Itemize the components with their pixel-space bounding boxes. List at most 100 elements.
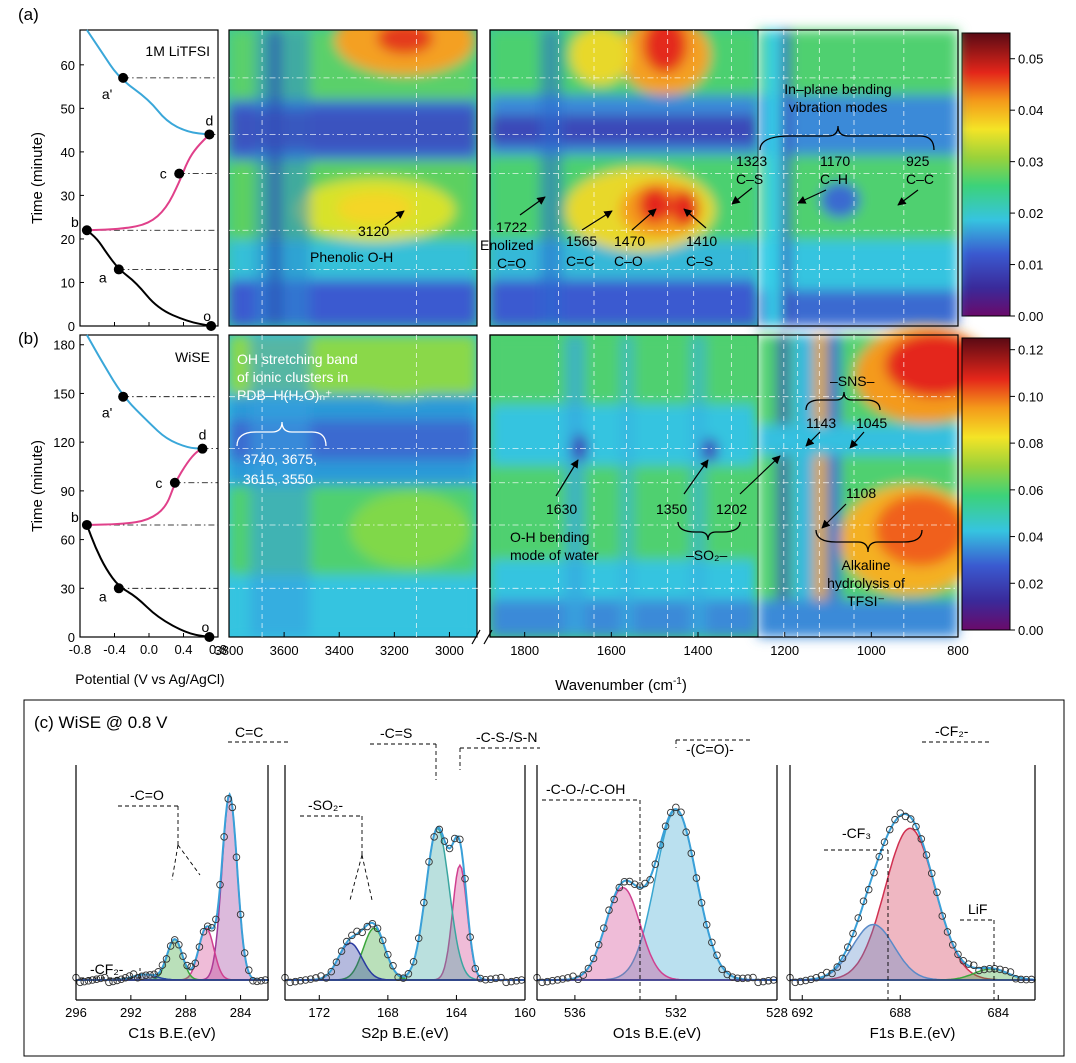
heatmap-xtick-label: 1000 [857,643,886,658]
gcd-a-plot: 0 10 20 30 40 50 60 o a b c d a' [61,29,219,334]
gcd-a-condition-label: 1M LiTFSI [145,43,210,59]
xps-o1s-data-point [764,977,773,985]
xps-f1s-data-point [796,977,805,986]
xps-s2p-data-point [440,837,449,845]
xps-s2p-data-point [368,919,377,928]
heatmap-xtick-label: 3600 [270,643,299,658]
xps-f1s-data-point [802,976,810,985]
xps-s2p-peak [285,863,525,981]
xps-ann-s2p-so2-leader [349,854,363,901]
xps-s2p-data-point [466,933,474,941]
ann-oh-4: 3740, 3675, [243,451,317,467]
xps-o1s-data-point [754,978,762,987]
xps-s2p-data-point [317,972,325,980]
ann-1565-num: 1565 [566,233,597,249]
xps-f1s-data-point [975,966,983,975]
xps-c1s-data-point [249,977,257,985]
xps-c1s-data-point [224,795,232,803]
xps-ann-f1s-cf2: -CF₂- [935,723,969,739]
xps-s2p-data-point [394,973,402,982]
ann-enol-2: C=O [497,255,526,271]
xps-s2p-data-point [353,927,361,936]
xps-s2p-data-point [404,970,413,978]
xps-f1s-data-point [838,954,847,963]
xps-ann-s2p-so2-leader [361,854,373,901]
gcd-b-series-discharge-1 [85,524,210,638]
xps-o1s-data-point [651,860,660,868]
ann-1170-text: C–H [820,171,848,187]
xps-s2p-data-point [502,978,510,987]
ann-alk-2: hydrolysis of [827,575,905,591]
ann-alk-brace [815,529,923,553]
heatmap-b-ext-spot [875,494,965,566]
heatmap-axis-break [483,629,493,645]
xps-xtick-label: 528 [766,1005,788,1020]
gcd-a-point-o [206,321,217,331]
heatmap-b-ext-band [758,600,958,637]
xps-s2p: 172 168 164 160 S2p B.E.(eV) [281,765,536,1042]
xps-s2p-data-point [306,975,315,983]
xps-c1s-data-point [150,970,158,978]
heatmap-a-ext-band [758,95,958,155]
ann-sns: –SNS– [830,373,875,389]
xps-ann-c1s-co: -C=O [130,787,164,803]
heatmap-xtick-label: 3200 [380,643,409,658]
xps-o1s-data-point [759,977,768,986]
xps-o1s-data-point [641,879,649,888]
gcd-a-ytick-label: 20 [61,232,75,247]
ann-1630-num: 1630 [546,501,577,517]
cbarB-tick-label: 0.04 [1018,530,1043,545]
xps-f1s-data-point [849,929,857,938]
heatmap-xtick-label: 3800 [215,643,244,658]
heatmap-a-ext-band [758,290,958,326]
heatmap-a-right-frame [489,29,959,327]
xps-xtick-label: 160 [514,1005,536,1020]
gcd-b-point-d [197,443,208,454]
ann-1202-num: 1202 [716,501,747,517]
xps-s2p-data-point [348,931,356,940]
xps-o1s-data-point [579,971,588,979]
heatmap-b-ext-stripe [828,335,840,637]
xps-f1s-data-point [912,822,920,831]
xps-f1s-data-point [875,852,884,861]
xps-c1s-data-point [125,972,134,980]
ann-1350-num: 1350 [656,501,687,517]
xps-f1s-data-point [791,978,800,987]
xps-c1s-data-point [117,975,126,984]
xps-s2p-data-point [507,977,516,986]
gcd-a-series-charge [86,133,211,232]
heatmap-a-ext-stripe [782,30,790,326]
gcd-a-point-label-b: b [71,214,79,230]
xps-c1s-data-point [138,972,146,980]
xps-c1s-data-point [166,942,175,950]
xps-c1s-data-point [257,977,265,985]
xps-f1s-data-point [833,963,842,971]
heatmap-a-ext-spot [820,182,860,218]
heatmap-b [228,334,759,638]
xps-o1s-data-point [697,899,706,907]
gcd-b-ytick-label: 30 [61,581,75,596]
xps-o1s-data-point [656,841,665,849]
xps-o1s-data-point [733,974,742,982]
gcd-a-ytick-label: 10 [61,275,75,290]
xps-ann-s2p-cs: -C=S [380,725,412,741]
ann-1470-num: 1470 [614,233,645,249]
xps-s2p-peak [285,927,525,981]
xps-f1s-data-point [1022,975,1031,984]
cbarB-tick-label: 0.00 [1018,623,1043,638]
gcd-b-xtick-label: 0.8 [209,642,227,657]
xps-f1s-data-point [1017,975,1025,984]
xps-c1s-data-point [203,922,212,931]
gcd-b-point-a_prime [118,391,129,402]
gcd-b-point-label-a: a [99,588,107,604]
xps-o1s-data-point [543,977,552,986]
xps-o1s-data-point [661,822,670,831]
xps-c1s-data-point [146,971,154,979]
xps-f1s-data-point [828,969,836,978]
ann-water-2: mode of water [510,547,599,563]
xps-o1s-data-point [574,975,582,984]
ann-925-num: 925 [906,153,930,169]
xps-o1s-data-point [646,876,654,884]
xps-ann-c1s-co-leader [171,844,179,881]
gcd-b-plot: -0.8 -0.4 0.0 0.4 0.8 0 30 60 90 120 150 180 o a b c d a' [53,334,227,657]
